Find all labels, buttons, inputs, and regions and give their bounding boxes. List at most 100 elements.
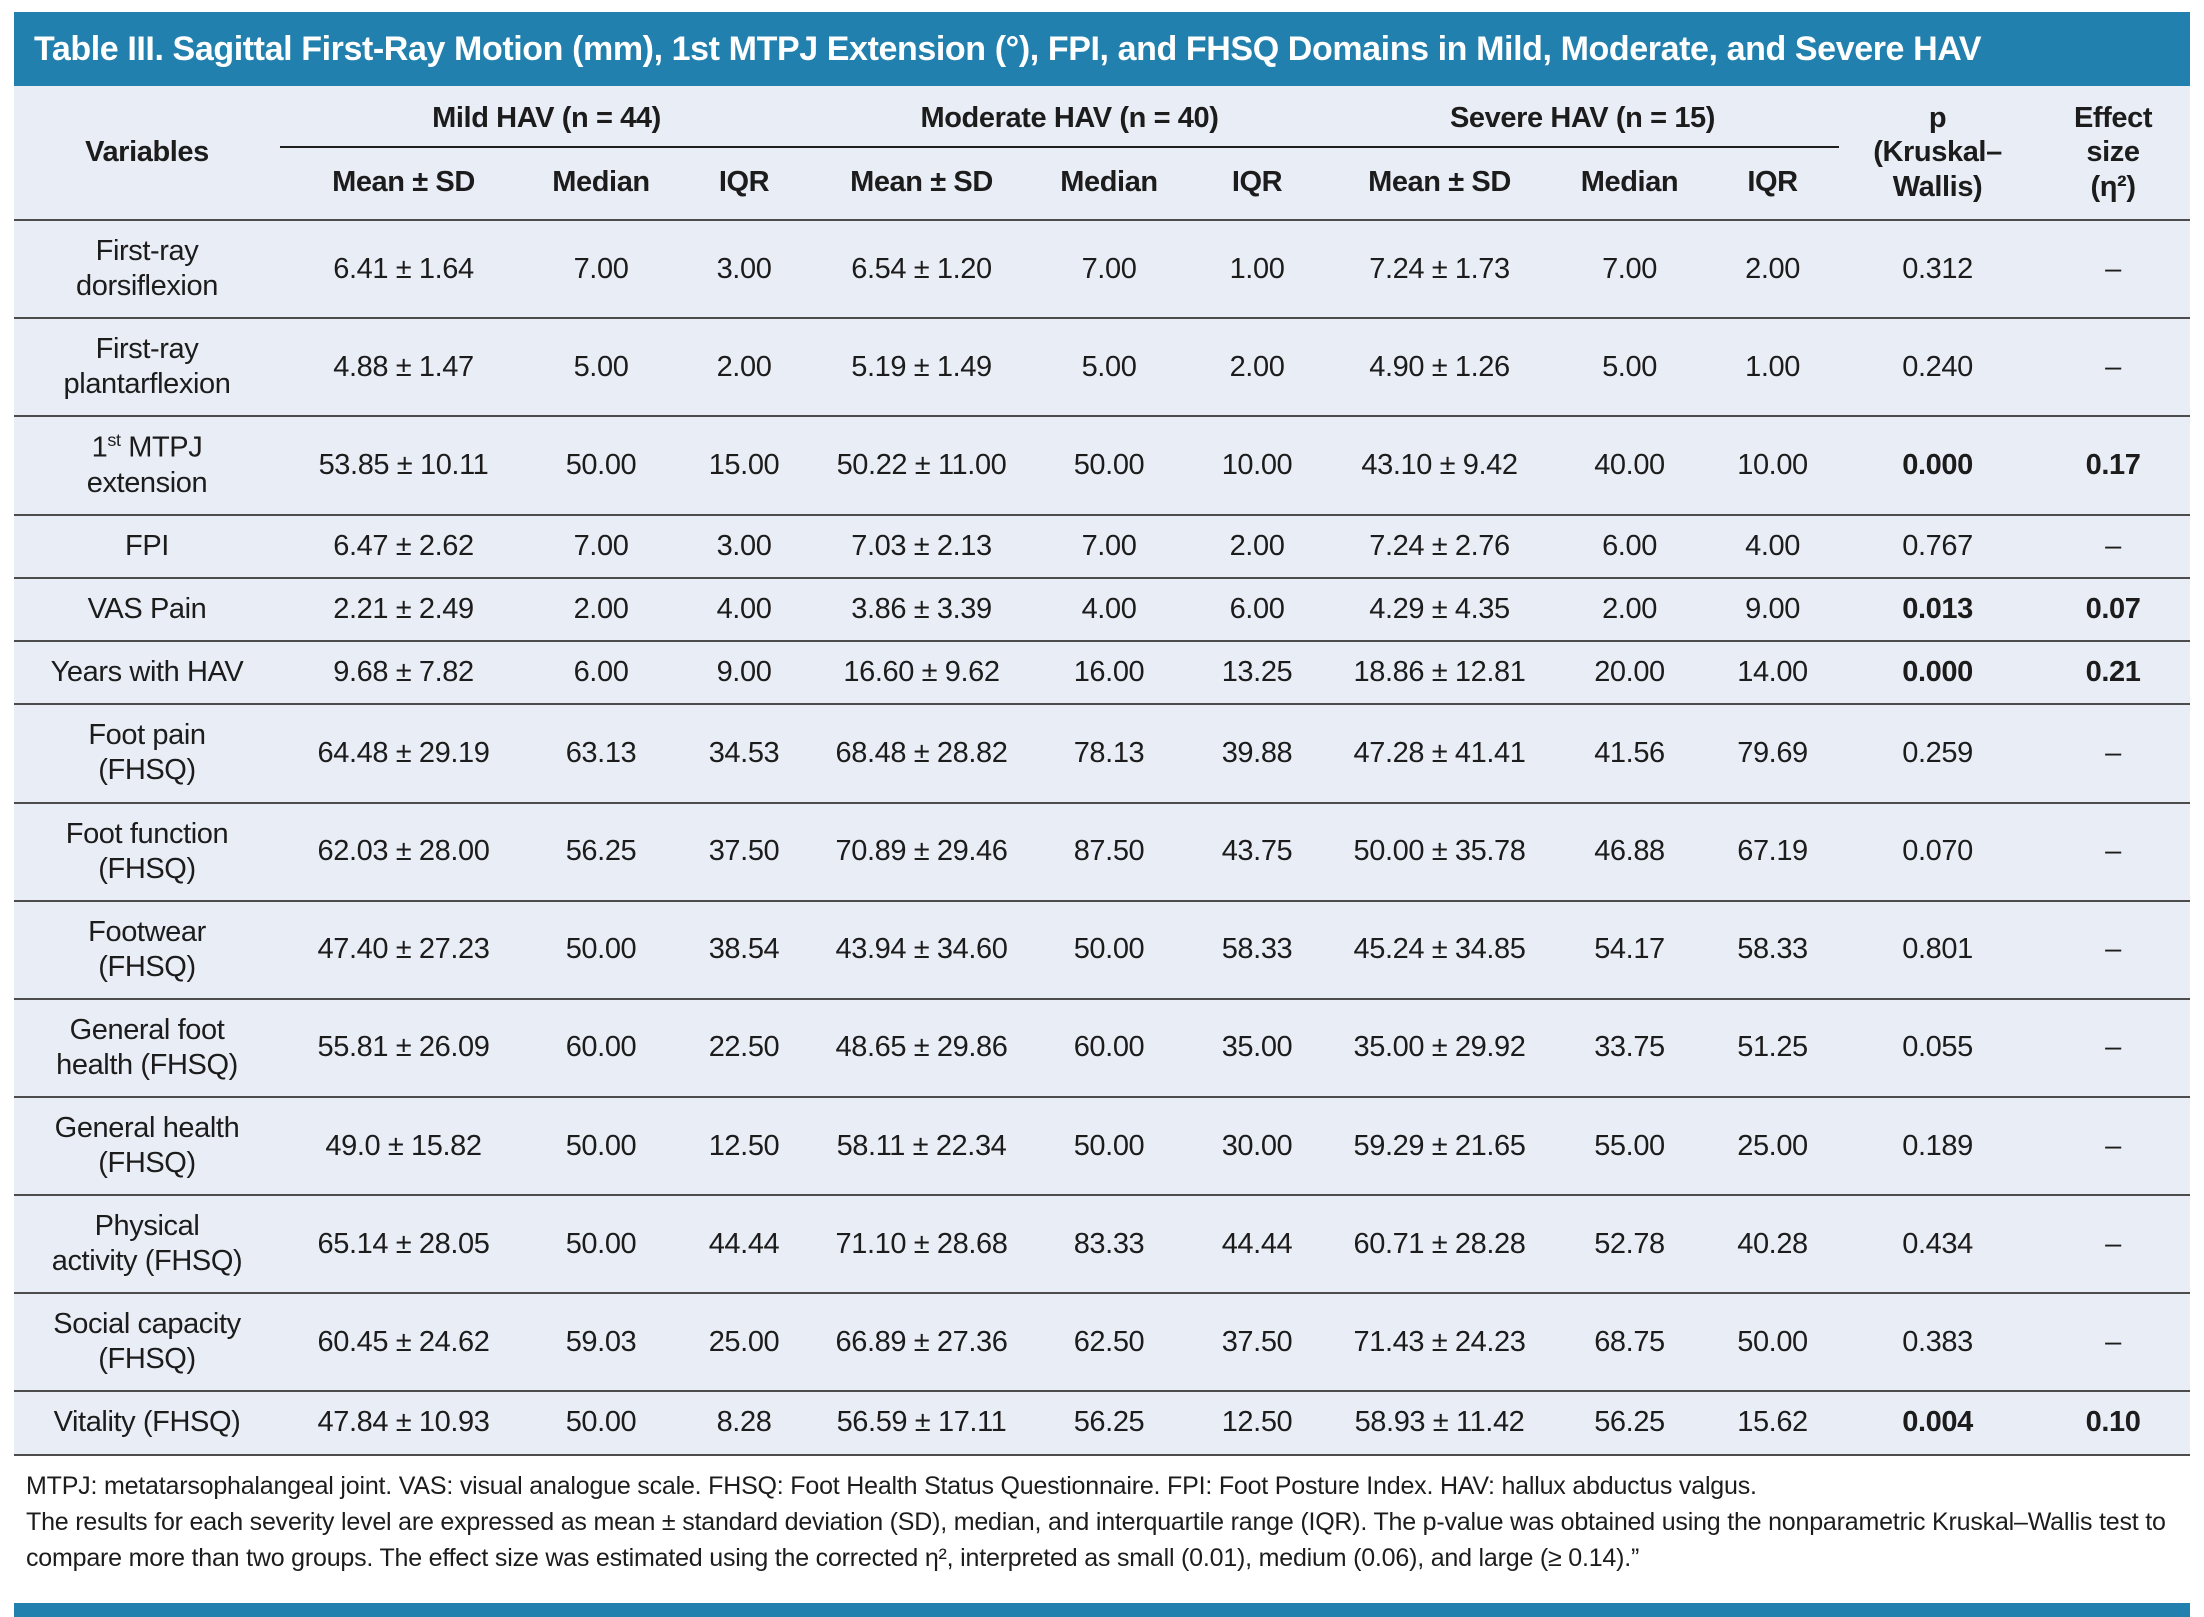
column-header-variables: Variables — [85, 136, 209, 168]
p-value-cell: 0.000 — [1902, 449, 1973, 482]
value-cell: 71.43 ± 24.23 — [1353, 1325, 1526, 1358]
value-cell: 3.86 ± 3.39 — [851, 593, 992, 626]
column-header-effect-size: Effect size (η²) — [2073, 102, 2153, 203]
table-row: Social capacity (FHSQ) 60.45 ± 24.62 59.03… — [14, 1293, 2191, 1391]
value-cell: 59.29 ± 21.65 — [1353, 1129, 1526, 1162]
p-value-cell: 0.013 — [1902, 593, 1973, 626]
table-row: VAS Pain 2.21 ± 2.49 2.00 4.00 3.86 ± 3.39 4.… — [14, 578, 2191, 641]
table-row: Vitality (FHSQ) 47.84 ± 10.93 50.00 8.28 56.… — [14, 1391, 2191, 1455]
variable-cell: FPI — [125, 530, 169, 563]
variable-cell: Foot pain (FHSQ) — [88, 719, 206, 787]
value-cell: 9.68 ± 7.82 — [333, 656, 474, 689]
value-cell: 56.25 — [565, 835, 637, 868]
p-value-cell: 0.004 — [1902, 1406, 1973, 1439]
value-cell: 53.85 ± 10.11 — [318, 449, 489, 482]
bottom-blue-bar — [14, 1603, 2190, 1617]
variable-cell: Years with HAV — [50, 656, 244, 689]
value-cell: 50.22 ± 11.00 — [836, 449, 1007, 482]
value-cell: 47.40 ± 27.23 — [317, 933, 490, 966]
value-cell: 10.00 — [1221, 449, 1293, 482]
value-cell: 43.10 ± 9.42 — [1361, 449, 1518, 482]
value-cell: 7.00 — [1081, 252, 1137, 285]
footnote-abbreviations: MTPJ: metatarsophalangeal joint. VAS: vi… — [26, 1471, 1757, 1500]
p-value-cell: 0.434 — [1902, 1227, 1973, 1260]
value-cell: 34.53 — [708, 736, 780, 769]
value-cell: 4.90 ± 1.26 — [1369, 350, 1510, 383]
variable-cell: First-ray dorsiflexion — [76, 235, 218, 303]
value-cell: 50.00 — [1073, 933, 1145, 966]
value-cell: 44.44 — [1221, 1227, 1293, 1260]
value-cell: 13.25 — [1221, 656, 1293, 689]
value-cell: 41.56 — [1594, 736, 1665, 769]
value-cell: 3.00 — [716, 252, 772, 285]
value-cell: 7.00 — [573, 530, 629, 563]
value-cell: 62.03 ± 28.00 — [317, 835, 490, 868]
sub-header-mild-median: Median — [552, 166, 650, 198]
p-value-cell: 0.801 — [1902, 933, 1973, 966]
value-cell: 50.00 — [565, 933, 637, 966]
value-cell: 68.48 ± 28.82 — [835, 736, 1008, 769]
effect-size-cell: – — [2105, 933, 2121, 966]
value-cell: 48.65 ± 29.86 — [835, 1031, 1008, 1064]
value-cell: 2.00 — [1602, 593, 1657, 626]
value-cell: 8.28 — [716, 1406, 772, 1439]
value-cell: 2.00 — [716, 350, 772, 383]
value-cell: 16.60 ± 9.62 — [843, 656, 1000, 689]
value-cell: 79.69 — [1737, 736, 1808, 769]
value-cell: 50.00 — [1737, 1325, 1808, 1358]
value-cell: 6.00 — [1602, 530, 1657, 563]
value-cell: 56.59 ± 17.11 — [836, 1406, 1007, 1439]
value-cell: 60.00 — [565, 1031, 637, 1064]
value-cell: 3.00 — [716, 530, 772, 563]
effect-size-cell: 0.21 — [2085, 656, 2141, 689]
value-cell: 6.54 ± 1.20 — [851, 252, 992, 285]
value-cell: 50.00 — [565, 1129, 637, 1162]
value-cell: 43.94 ± 34.60 — [835, 933, 1008, 966]
value-cell: 55.00 — [1594, 1129, 1665, 1162]
table-body: First-ray dorsiflexion 6.41 ± 1.64 7.00 3.0… — [14, 220, 2191, 1455]
sub-header-severe-median: Median — [1580, 166, 1679, 198]
value-cell: 2.00 — [1745, 252, 1800, 285]
value-cell: 78.13 — [1073, 736, 1145, 769]
value-cell: 12.50 — [1221, 1406, 1293, 1439]
table-row: Foot function (FHSQ) 62.03 ± 28.00 56.25 37… — [14, 802, 2191, 901]
p-value-cell: 0.000 — [1902, 656, 1973, 689]
value-cell: 7.00 — [1602, 252, 1657, 285]
value-cell: 40.28 — [1737, 1227, 1808, 1260]
value-cell: 6.47 ± 2.62 — [333, 530, 474, 563]
value-cell: 22.50 — [708, 1031, 780, 1064]
value-cell: 63.13 — [565, 736, 637, 769]
value-cell: 7.03 ± 2.13 — [851, 530, 992, 563]
effect-size-cell: 0.17 — [2085, 449, 2141, 482]
value-cell: 1.00 — [1229, 252, 1285, 285]
sub-header-severe-iqr: IQR — [1747, 166, 1798, 198]
value-cell: 2.21 ± 2.49 — [333, 593, 474, 626]
value-cell: 52.78 — [1594, 1227, 1665, 1260]
variable-cell: Vitality (FHSQ) — [53, 1406, 241, 1439]
value-cell: 65.14 ± 28.05 — [317, 1227, 490, 1260]
sub-header-moderate-mean-sd: Mean ± SD — [850, 166, 993, 198]
value-cell: 6.00 — [573, 656, 629, 689]
value-cell: 7.00 — [573, 252, 629, 285]
sub-header-mild-iqr: IQR — [718, 166, 770, 198]
value-cell: 60.45 ± 24.62 — [317, 1325, 490, 1358]
value-cell: 44.44 — [708, 1227, 780, 1260]
value-cell: 50.00 — [565, 1406, 637, 1439]
value-cell: 4.88 ± 1.47 — [333, 350, 474, 383]
value-cell: 43.75 — [1221, 835, 1293, 868]
value-cell: 38.54 — [708, 933, 780, 966]
p-value-cell: 0.240 — [1902, 350, 1973, 383]
value-cell: 25.00 — [1737, 1129, 1808, 1162]
variable-cell: General health (FHSQ) — [54, 1111, 240, 1180]
value-cell: 37.50 — [708, 835, 780, 868]
value-cell: 50.00 — [1073, 449, 1145, 482]
value-cell: 50.00 — [565, 449, 637, 482]
table-row: Physical activity (FHSQ) 65.14 ± 28.05 50.… — [14, 1195, 2191, 1293]
value-cell: 55.81 ± 26.09 — [317, 1031, 490, 1064]
effect-size-cell: – — [2105, 1325, 2121, 1358]
value-cell: 37.50 — [1221, 1325, 1293, 1358]
variable-cell: 1st MTPJ extension — [86, 430, 208, 500]
value-cell: 33.75 — [1594, 1031, 1665, 1064]
value-cell: 49.0 ± 15.82 — [325, 1129, 482, 1162]
